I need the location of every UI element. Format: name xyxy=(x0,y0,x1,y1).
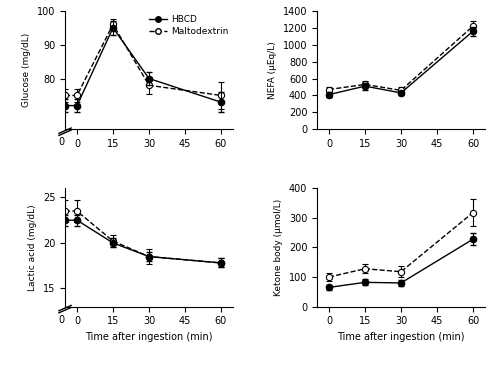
X-axis label: Time after ingestion (min): Time after ingestion (min) xyxy=(85,332,213,342)
Y-axis label: NEFA (μEq/L): NEFA (μEq/L) xyxy=(268,41,277,99)
Y-axis label: Ketone body (μmol/L): Ketone body (μmol/L) xyxy=(274,199,283,296)
Text: 0: 0 xyxy=(58,315,64,325)
Text: 0: 0 xyxy=(58,138,64,147)
Y-axis label: Glucose (mg/dL): Glucose (mg/dL) xyxy=(22,33,32,107)
Legend: HBCD, Maltodextrin: HBCD, Maltodextrin xyxy=(148,15,228,36)
X-axis label: Time after ingestion (min): Time after ingestion (min) xyxy=(337,332,465,342)
Y-axis label: Lactic acid (mg/dL): Lactic acid (mg/dL) xyxy=(28,204,37,291)
